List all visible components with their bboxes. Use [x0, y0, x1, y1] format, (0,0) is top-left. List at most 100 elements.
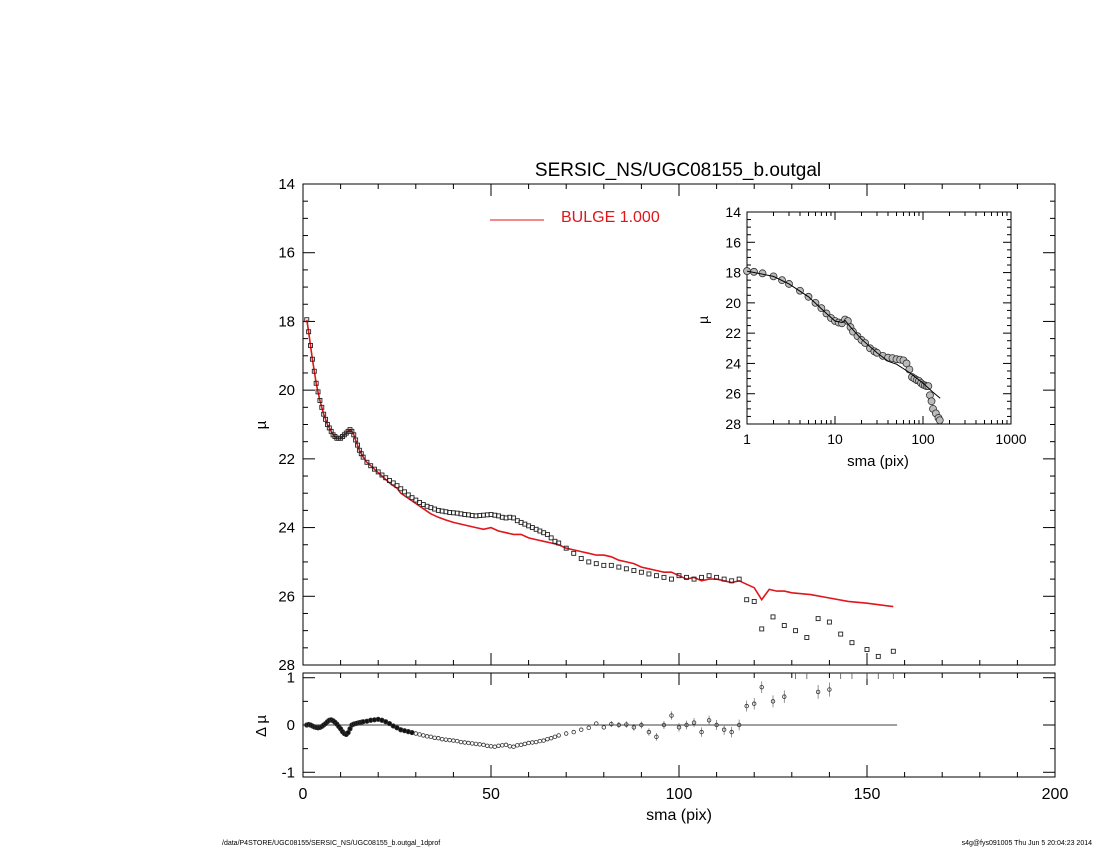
inset-x-tick-label: 10 [827, 431, 843, 447]
residual-point [654, 734, 659, 740]
data-point [815, 616, 821, 622]
residual-data-points [304, 673, 894, 749]
main-y-tick-label: 14 [278, 176, 295, 193]
data-point [355, 442, 360, 448]
footer-timestamp: s4g@fys091005 Thu Jun 5 20:04:23 2014 [961, 840, 1092, 847]
residual-point [432, 735, 437, 740]
main-y-tick-label: 26 [278, 588, 295, 605]
residual-point [586, 725, 591, 731]
data-point [308, 343, 313, 348]
data-point [616, 564, 622, 570]
data-point [751, 598, 757, 604]
data-point [714, 574, 720, 580]
data-point [706, 573, 712, 579]
data-point [729, 578, 735, 584]
residual-point [564, 731, 569, 736]
inset-x-tick-label: 100 [911, 431, 935, 447]
residual-point [616, 722, 622, 728]
residual-point [470, 741, 475, 746]
residual-point [770, 699, 776, 704]
residual-point [752, 701, 757, 706]
residual-x-tick-label: 100 [666, 786, 693, 803]
data-point [402, 489, 407, 495]
main-chart: 14 16 18 20 22 24 26 28 µ BULGE 1.000 [253, 176, 1056, 674]
residual-point [639, 722, 644, 728]
data-point [661, 574, 667, 580]
data-point [556, 540, 562, 546]
inset-x-tick-labels: 1 10 100 1000 [743, 431, 1027, 447]
data-point [323, 416, 329, 422]
data-point [351, 432, 357, 438]
residual-point [530, 740, 535, 745]
residual-x-axis-label: sma (pix) [646, 807, 712, 824]
residual-point [815, 689, 821, 695]
footer-file-path: /data/P4STORE/UGC08155/SERSIC_NS/UGC0815… [222, 840, 441, 847]
inset-data-point [743, 267, 751, 275]
residual-point [488, 744, 494, 749]
data-point [646, 571, 652, 577]
residual-y-axis-label: Δ µ [253, 715, 270, 737]
data-point [511, 515, 517, 521]
data-point [699, 574, 705, 580]
residual-point [386, 720, 393, 727]
inset-model-line [746, 270, 941, 399]
residual-point [473, 741, 479, 747]
inset-data-point [935, 416, 944, 425]
residual-point [699, 729, 704, 735]
data-point [684, 574, 689, 580]
data-point [793, 628, 799, 634]
residual-point [481, 742, 486, 748]
data-point [309, 356, 315, 362]
inset-y-tick-label: 26 [725, 386, 741, 402]
residual-point [507, 744, 512, 749]
data-point [548, 535, 554, 541]
data-point [379, 472, 385, 478]
data-point [744, 597, 750, 603]
legend: BULGE 1.000 [490, 209, 660, 226]
inset-chart: 14 16 18 20 22 24 26 28 1 10 100 1000 µ sma (pix) [695, 204, 1027, 470]
data-point [631, 568, 637, 573]
data-point [319, 404, 325, 410]
inset-y-tick-label: 28 [725, 416, 741, 432]
residual-point [451, 738, 456, 743]
residual-point [759, 684, 764, 690]
main-data-points [304, 317, 896, 659]
inset-y-tick-label: 22 [725, 325, 741, 341]
residual-point [827, 687, 832, 692]
residual-point [609, 721, 614, 727]
inset-y-tick-label: 24 [725, 355, 741, 371]
inset-y-tick-label: 14 [725, 204, 741, 220]
data-point [390, 480, 396, 486]
residual-point [447, 737, 452, 743]
residual-point [571, 729, 576, 735]
residual-point [579, 727, 584, 732]
residual-point [541, 738, 546, 743]
data-point [875, 653, 881, 659]
residual-point [676, 725, 682, 730]
inset-y-tick-label: 20 [725, 295, 741, 311]
residual-point [624, 722, 629, 727]
data-point [375, 469, 381, 475]
residual-x-tick-label: 150 [854, 786, 881, 803]
residual-point [492, 744, 497, 749]
main-y-tick-label: 18 [278, 313, 295, 330]
data-point [578, 556, 584, 561]
residual-point [729, 729, 734, 735]
residual-y-tick-label: -1 [282, 764, 295, 781]
residual-point [421, 733, 426, 738]
inset-x-axis-label: sma (pix) [847, 453, 909, 470]
data-point [826, 619, 832, 625]
residual-point [601, 725, 606, 730]
residual-point [661, 722, 667, 728]
residual-point [417, 732, 422, 737]
residual-point [706, 718, 712, 723]
residual-y-tick-label: 0 [287, 717, 295, 734]
main-y-axis-label: µ [253, 420, 270, 429]
data-point [364, 459, 370, 465]
residual-point [458, 739, 464, 745]
inset-y-axis-label: µ [695, 316, 711, 324]
residual-point [782, 694, 787, 699]
data-point [317, 398, 323, 403]
data-point [804, 635, 810, 640]
